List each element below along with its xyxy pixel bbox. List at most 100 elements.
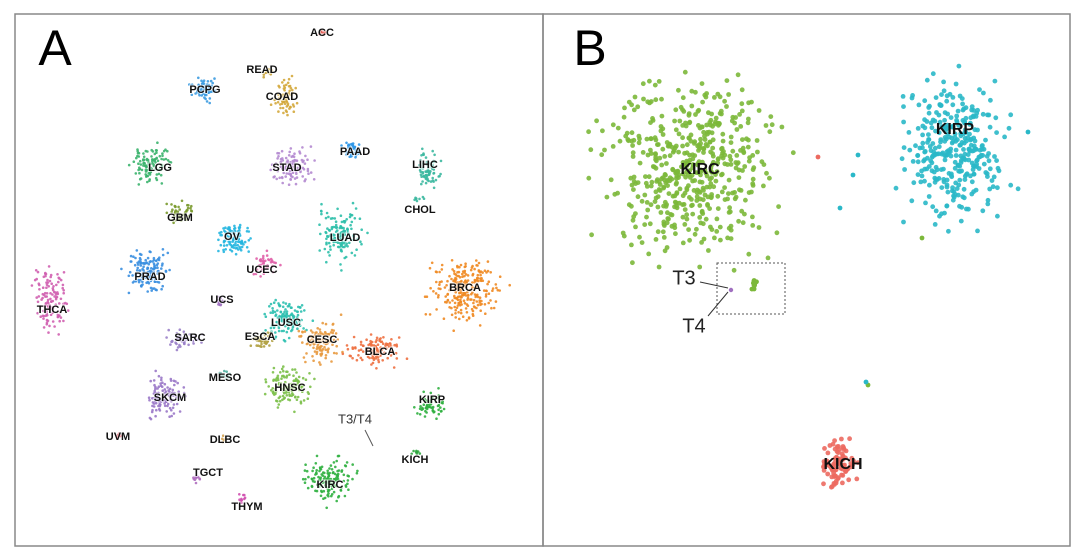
- point: [704, 122, 710, 128]
- point: [354, 149, 358, 152]
- point: [308, 343, 312, 347]
- point: [987, 166, 993, 172]
- point: [153, 280, 157, 283]
- point: [217, 238, 220, 242]
- point: [137, 155, 141, 158]
- point: [599, 152, 605, 158]
- point: [276, 406, 280, 409]
- point: [334, 332, 338, 335]
- point: [937, 119, 943, 125]
- point: [169, 161, 173, 164]
- point: [321, 481, 324, 485]
- point: [974, 161, 979, 167]
- point: [839, 436, 844, 442]
- point: [249, 237, 252, 240]
- point: [141, 280, 144, 284]
- point: [238, 493, 241, 496]
- point: [163, 382, 167, 386]
- point: [967, 131, 972, 137]
- point: [281, 93, 285, 97]
- point: [909, 198, 915, 204]
- point: [432, 171, 436, 175]
- point: [179, 395, 182, 399]
- point: [298, 335, 301, 338]
- point: [427, 166, 430, 170]
- point: [335, 473, 339, 477]
- point: [238, 223, 242, 227]
- point: [437, 408, 440, 412]
- point: [154, 176, 158, 180]
- point: [163, 398, 167, 402]
- point: [458, 304, 462, 307]
- point: [155, 156, 158, 160]
- point: [477, 261, 481, 265]
- point: [477, 279, 480, 283]
- point: [156, 280, 159, 284]
- point: [193, 335, 197, 339]
- point: [902, 167, 907, 172]
- point: [176, 346, 180, 349]
- point: [470, 286, 474, 290]
- point: [696, 107, 702, 113]
- point: [296, 313, 300, 317]
- point: [437, 394, 440, 397]
- point: [158, 154, 162, 158]
- point: [145, 273, 149, 277]
- point: [761, 183, 766, 189]
- point: [332, 477, 336, 481]
- point: [315, 489, 319, 493]
- point: [939, 124, 945, 129]
- point: [139, 278, 142, 282]
- point: [657, 188, 663, 193]
- point: [285, 164, 288, 168]
- point: [728, 227, 734, 233]
- point: [458, 317, 461, 321]
- point: [728, 287, 734, 293]
- point: [219, 375, 223, 378]
- point: [146, 267, 149, 271]
- point: [263, 333, 267, 337]
- point: [676, 149, 681, 155]
- point: [720, 155, 726, 161]
- point: [993, 115, 999, 121]
- point: [737, 187, 742, 193]
- cluster-label: LUSC: [271, 317, 301, 329]
- point: [835, 450, 841, 455]
- point: [275, 177, 279, 181]
- point: [368, 349, 372, 352]
- point: [45, 295, 48, 298]
- point: [309, 171, 313, 174]
- point: [739, 101, 745, 107]
- point: [152, 276, 156, 279]
- point: [321, 321, 325, 325]
- point: [156, 272, 160, 276]
- point: [850, 462, 855, 468]
- point: [930, 204, 936, 210]
- point: [274, 387, 277, 391]
- point: [962, 177, 968, 183]
- point: [477, 269, 481, 272]
- point: [644, 214, 649, 220]
- point: [302, 356, 306, 359]
- point: [1008, 112, 1014, 118]
- point: [344, 484, 348, 487]
- point: [428, 401, 432, 404]
- point: [432, 180, 435, 183]
- point: [438, 283, 441, 287]
- point: [418, 197, 421, 201]
- cluster-label: ESCA: [245, 331, 276, 343]
- point: [444, 300, 447, 304]
- point: [389, 344, 393, 348]
- point: [349, 214, 353, 217]
- point: [330, 360, 333, 363]
- point: [199, 90, 203, 93]
- point: [58, 302, 61, 305]
- point: [653, 195, 659, 201]
- cluster: [218, 369, 232, 381]
- point: [287, 77, 291, 81]
- point: [653, 157, 658, 163]
- point: [291, 320, 294, 323]
- point: [682, 190, 688, 196]
- point: [672, 193, 678, 199]
- point: [630, 154, 636, 159]
